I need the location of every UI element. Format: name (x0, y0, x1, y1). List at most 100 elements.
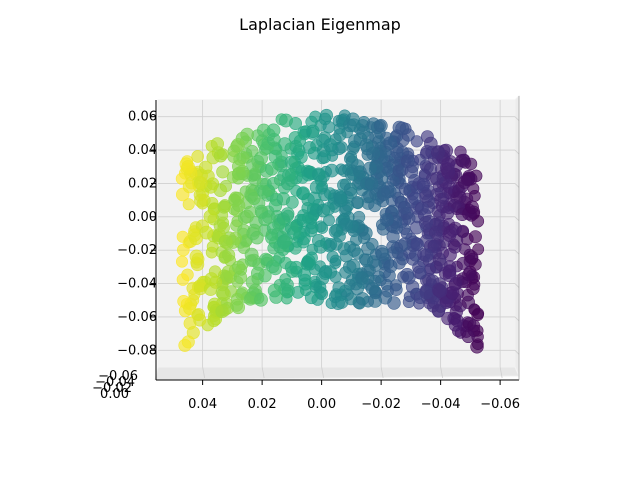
scatter-point-881 (457, 175, 472, 189)
scatter-point-787 (306, 124, 320, 139)
scatter-point-990 (218, 234, 233, 249)
scatter-point-658 (192, 308, 206, 322)
scatter-point-705 (222, 248, 236, 262)
scatter-point-943 (268, 149, 283, 164)
scatter-point-944 (432, 252, 447, 267)
z-axis-ticks: 0.06 0.04 0.02 0.00 −0.02 −0.04 −0.06 −0.08 (117, 110, 157, 359)
scatter-point-766 (333, 191, 348, 205)
y-axis-ticks: −0.06−0.04−0.020.00 (92, 369, 138, 402)
scatter-point-810 (343, 182, 358, 197)
scatter-point-767 (210, 137, 224, 151)
scatter-point-925 (364, 176, 379, 191)
scatter-point-993 (431, 145, 445, 160)
scatter-points (175, 108, 485, 354)
scatter-point-912 (419, 285, 434, 300)
scatter-point-850 (297, 268, 311, 282)
scatter-point-942 (311, 167, 326, 182)
scatter-point-983 (395, 121, 410, 136)
scatter-point-430 (176, 273, 190, 286)
scatter-point-894 (361, 241, 375, 256)
scatter-point-835 (232, 260, 246, 274)
scatter-point-901 (232, 159, 246, 174)
scatter-point-600 (248, 173, 262, 186)
scatter-point-928 (193, 176, 208, 190)
scatter-point-989 (328, 224, 343, 239)
scatter-point-966 (276, 235, 291, 250)
scatter-point-906 (324, 163, 339, 178)
scatter-point-950 (316, 203, 331, 218)
scatter-point-998 (231, 138, 245, 152)
scatter-point-436 (398, 182, 412, 196)
scatter-point-905 (383, 259, 398, 274)
scatter-point-788 (462, 317, 477, 331)
scatter-point-672 (329, 237, 343, 251)
scatter-point-473 (191, 150, 204, 163)
scatter-point-858 (215, 304, 229, 319)
z-tick-label-4: −0.02 (117, 243, 157, 258)
scatter-point-790 (213, 149, 228, 163)
scatter-point-963 (445, 285, 460, 300)
x-tick-label-0: 0.04 (188, 397, 217, 412)
chart-title: Laplacian Eigenmap (239, 15, 401, 34)
scatter-point-909 (462, 267, 476, 282)
scatter-point-856 (355, 292, 370, 306)
scatter-point-755 (461, 329, 475, 344)
scatter-point-961 (244, 247, 259, 262)
scatter-point-867 (250, 231, 264, 245)
scatter-point-984 (419, 189, 434, 204)
scatter-point-740 (217, 200, 231, 214)
scatter-point-797 (398, 201, 412, 215)
scatter-point-994 (258, 212, 273, 227)
scatter-point-934 (287, 226, 301, 240)
x-tick-label-4: −0.04 (421, 397, 461, 412)
scatter-point-976 (366, 146, 380, 161)
scatter-point-899 (427, 239, 442, 254)
scatter-point-921 (416, 177, 431, 192)
scatter-point-889 (363, 161, 377, 176)
scatter-point-309 (410, 135, 423, 148)
scatter-point-968 (254, 151, 268, 166)
scatter-point-892 (359, 253, 374, 268)
scatter-point-967 (245, 275, 260, 290)
scatter-point-960 (442, 265, 457, 279)
scatter-point-857 (443, 225, 457, 239)
scatter-point-900 (189, 249, 204, 264)
scatter-point-988 (419, 248, 434, 263)
z-tick-label-2: 0.02 (128, 176, 157, 191)
scatter-point-839 (281, 207, 295, 221)
scatter-point-722 (231, 191, 245, 205)
scatter-point-870 (350, 159, 365, 173)
scatter-point-734 (466, 281, 480, 296)
scatter-point-670 (302, 141, 316, 155)
scatter-point-508 (289, 242, 302, 255)
scatter-point-965 (456, 153, 470, 168)
scatter-point-945 (374, 119, 388, 133)
scatter-point-777 (448, 318, 462, 332)
scatter-point-896 (181, 160, 195, 174)
scatter-point-980 (414, 201, 429, 216)
scatter-point-922 (189, 231, 203, 246)
x-tick-label-5: −0.06 (480, 397, 520, 412)
scatter-point-619 (296, 214, 310, 228)
z-tick-label-0: 0.06 (128, 110, 157, 125)
scatter-point-421 (246, 145, 259, 158)
scatter-point-932 (204, 272, 219, 286)
scatter-point-801 (269, 290, 283, 304)
scatter-point-971 (346, 118, 361, 133)
scatter-point-969 (400, 267, 415, 282)
z-tick-label-5: −0.04 (117, 277, 157, 292)
scatter-point-235 (182, 198, 195, 211)
scatter-point-748 (284, 155, 298, 169)
scatter-point-679 (178, 338, 192, 352)
scatter-point-495 (177, 243, 190, 257)
scatter-point-845 (347, 243, 361, 257)
y-tick-label-2: −0.02 (92, 381, 132, 396)
scatter-point-978 (379, 212, 394, 227)
scatter-point-683 (304, 291, 318, 305)
scatter-point-841 (199, 160, 213, 175)
scatter-point-651 (390, 145, 404, 159)
scatter-point-979 (368, 293, 382, 308)
scatter-point-890 (318, 266, 333, 280)
scatter-point-919 (412, 265, 427, 280)
